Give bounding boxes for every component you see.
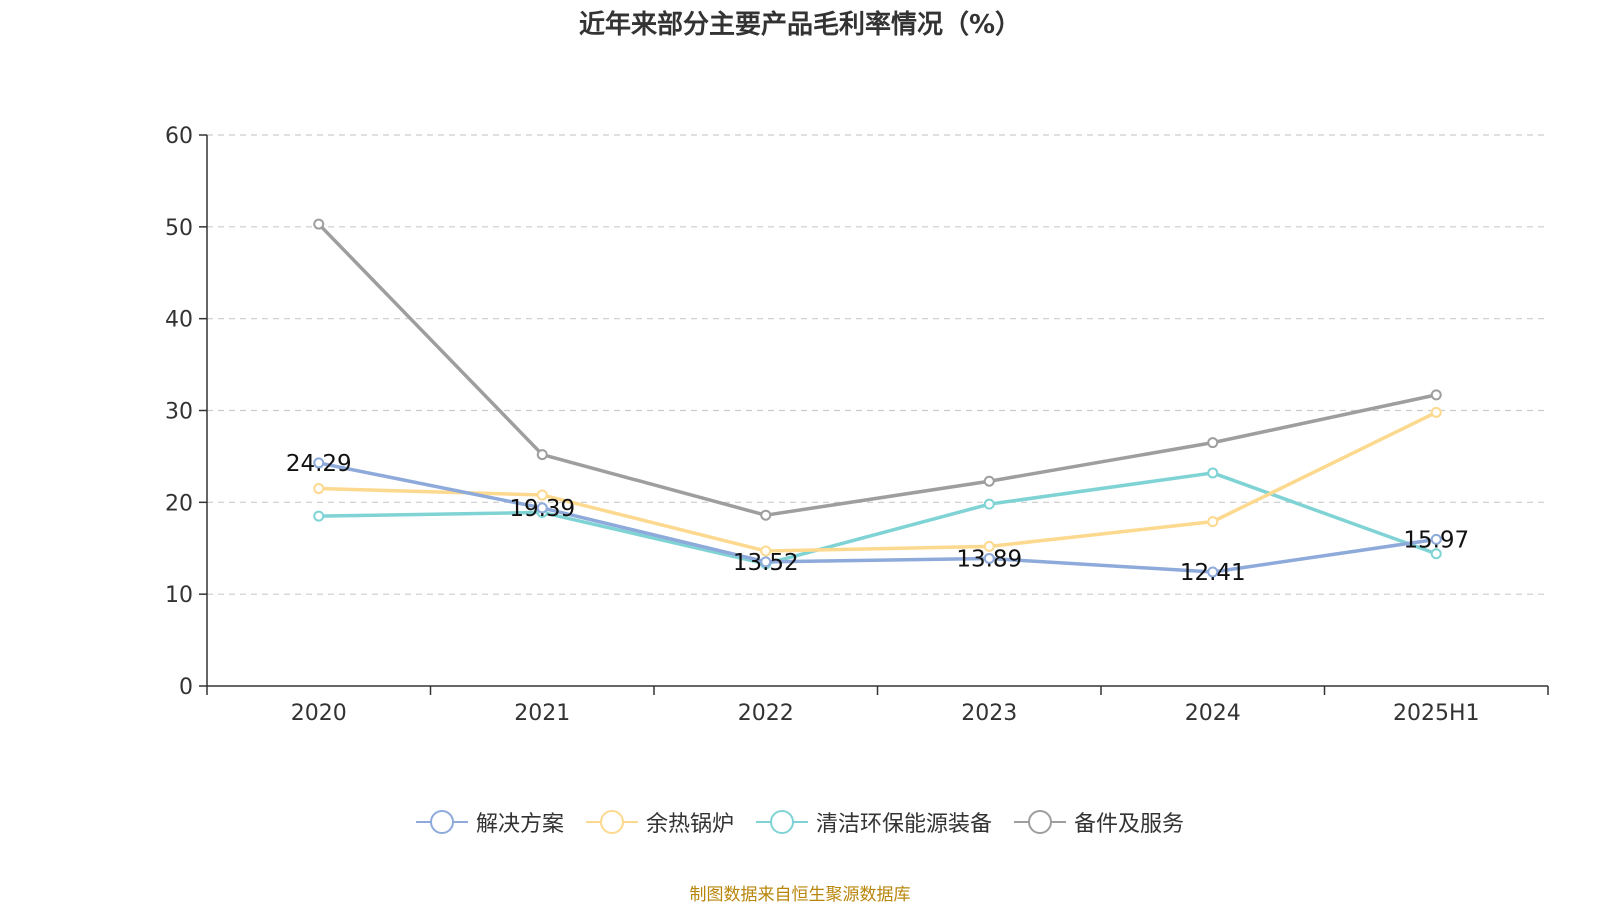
- y-tick-label: 30: [165, 400, 193, 425]
- series-line-2: [317, 471, 1438, 566]
- y-tick-label: 0: [179, 675, 193, 700]
- legend-label-series-3: 备件及服务: [1074, 812, 1185, 837]
- data-point-series-1: [760, 545, 772, 557]
- x-tick-label: 2023: [961, 701, 1017, 726]
- data-point-series-1: [1207, 516, 1219, 528]
- data-point-series-3: [1207, 437, 1219, 449]
- legend-item-series-2[interactable]: 清洁环保能源装备: [756, 806, 992, 838]
- legend-item-series-0[interactable]: 解决方案: [415, 806, 564, 838]
- y-tick-label: 40: [165, 308, 193, 333]
- series-line-0: [317, 461, 1438, 574]
- data-point-series-3: [536, 449, 548, 461]
- data-point-series-1: [1430, 406, 1442, 418]
- data-label-series-0: 19.39: [509, 496, 575, 522]
- chart-legend: 解决方案 余热锅炉 清洁环保能源装备 备件及服务: [0, 806, 1600, 838]
- series-line-1: [317, 410, 1438, 553]
- data-point-series-0: [313, 457, 325, 469]
- data-point-series-3: [1430, 389, 1442, 401]
- data-label-series-0: 13.52: [733, 550, 799, 576]
- data-point-series-2: [1430, 548, 1442, 560]
- data-point-series-0: [983, 552, 995, 564]
- data-point-series-0: [1430, 533, 1442, 545]
- data-point-series-3: [983, 475, 995, 487]
- legend-swatch-series-0: [415, 810, 468, 834]
- legend-label-series-0: 解决方案: [475, 812, 564, 837]
- data-point-series-0: [760, 556, 772, 568]
- data-label-series-0: 24.29: [286, 451, 352, 477]
- data-point-series-3: [313, 218, 325, 230]
- data-label-series-0: 12.41: [1180, 560, 1246, 586]
- legend-swatch-series-1: [585, 810, 638, 834]
- data-label-series-0: 13.89: [956, 546, 1022, 572]
- series-line-3: [317, 222, 1438, 517]
- x-tick-label: 2020: [291, 701, 347, 726]
- y-tick-label: 50: [165, 216, 193, 241]
- data-point-series-2: [313, 510, 325, 522]
- data-point-series-1: [313, 483, 325, 495]
- data-point-series-2: [1207, 467, 1219, 479]
- data-point-series-3: [760, 509, 772, 521]
- data-source-note: 制图数据来自恒生聚源数据库: [689, 885, 911, 905]
- x-tick-label: 2025H1: [1393, 701, 1480, 726]
- y-tick-label: 10: [165, 583, 193, 608]
- x-tick-label: 2022: [738, 701, 794, 726]
- legend-label-series-1: 余热锅炉: [645, 812, 734, 837]
- legend-label-series-2: 清洁环保能源装备: [816, 812, 993, 837]
- legend-swatch-series-3: [1014, 810, 1067, 834]
- legend-swatch-series-2: [756, 810, 808, 834]
- data-point-series-1: [536, 489, 548, 501]
- x-tick-label: 2024: [1185, 701, 1241, 726]
- data-label-series-0: 15.97: [1403, 527, 1469, 553]
- y-tick-label: 60: [165, 124, 193, 149]
- data-point-series-0: [1207, 566, 1219, 578]
- data-point-series-1: [983, 540, 995, 552]
- data-point-series-0: [536, 502, 548, 514]
- data-point-series-2: [983, 498, 995, 510]
- legend-item-series-1[interactable]: 余热锅炉: [585, 806, 734, 838]
- x-tick-label: 2021: [514, 701, 570, 726]
- chart-title: 近年来部分主要产品毛利率情况（%）: [578, 10, 1022, 40]
- legend-item-series-3[interactable]: 备件及服务: [1014, 806, 1184, 838]
- y-tick-label: 20: [165, 491, 193, 516]
